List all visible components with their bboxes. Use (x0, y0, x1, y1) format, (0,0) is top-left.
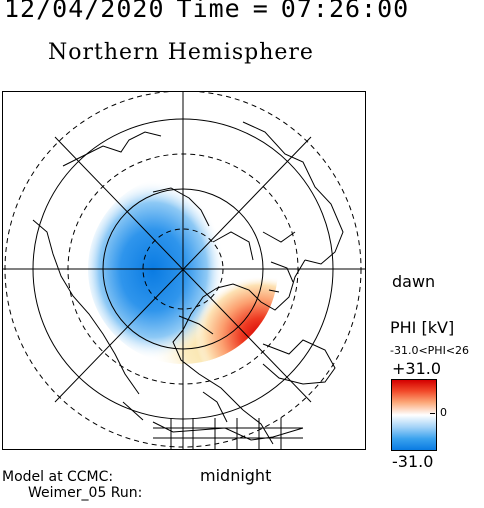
colorbar-min-label: -31.0 (392, 452, 434, 471)
colorbar-range: -31.0<PHI<26 (390, 344, 470, 357)
colorbar-title: PHI [kV] (390, 318, 455, 337)
dawn-label: dawn (392, 272, 436, 291)
time-label: Time (176, 0, 241, 23)
colorbar (391, 379, 437, 451)
polar-map-frame (2, 91, 366, 450)
colorbar-zero-tick (430, 413, 435, 414)
coastlines (32, 121, 344, 445)
model-source-label: Model at CCMC: (2, 469, 114, 485)
equals-sign: = (252, 0, 269, 23)
colorbar-zero-label: 0 (440, 406, 447, 419)
polar-map (3, 92, 365, 449)
boundary-grid (153, 418, 303, 449)
date-time-header: 12/04/2020 Time = 07:26:00 (4, 0, 484, 28)
model-run-label: Weimer_05 Run: (28, 485, 143, 501)
colorbar-max-label: +31.0 (392, 359, 442, 378)
midnight-label: midnight (200, 466, 272, 485)
map-title: Northern Hemisphere (48, 40, 314, 65)
date-value: 12/04/2020 (4, 0, 165, 23)
meridian-lines (3, 92, 365, 449)
time-value: 07:26:00 (280, 0, 410, 23)
positive-cell (195, 276, 278, 364)
